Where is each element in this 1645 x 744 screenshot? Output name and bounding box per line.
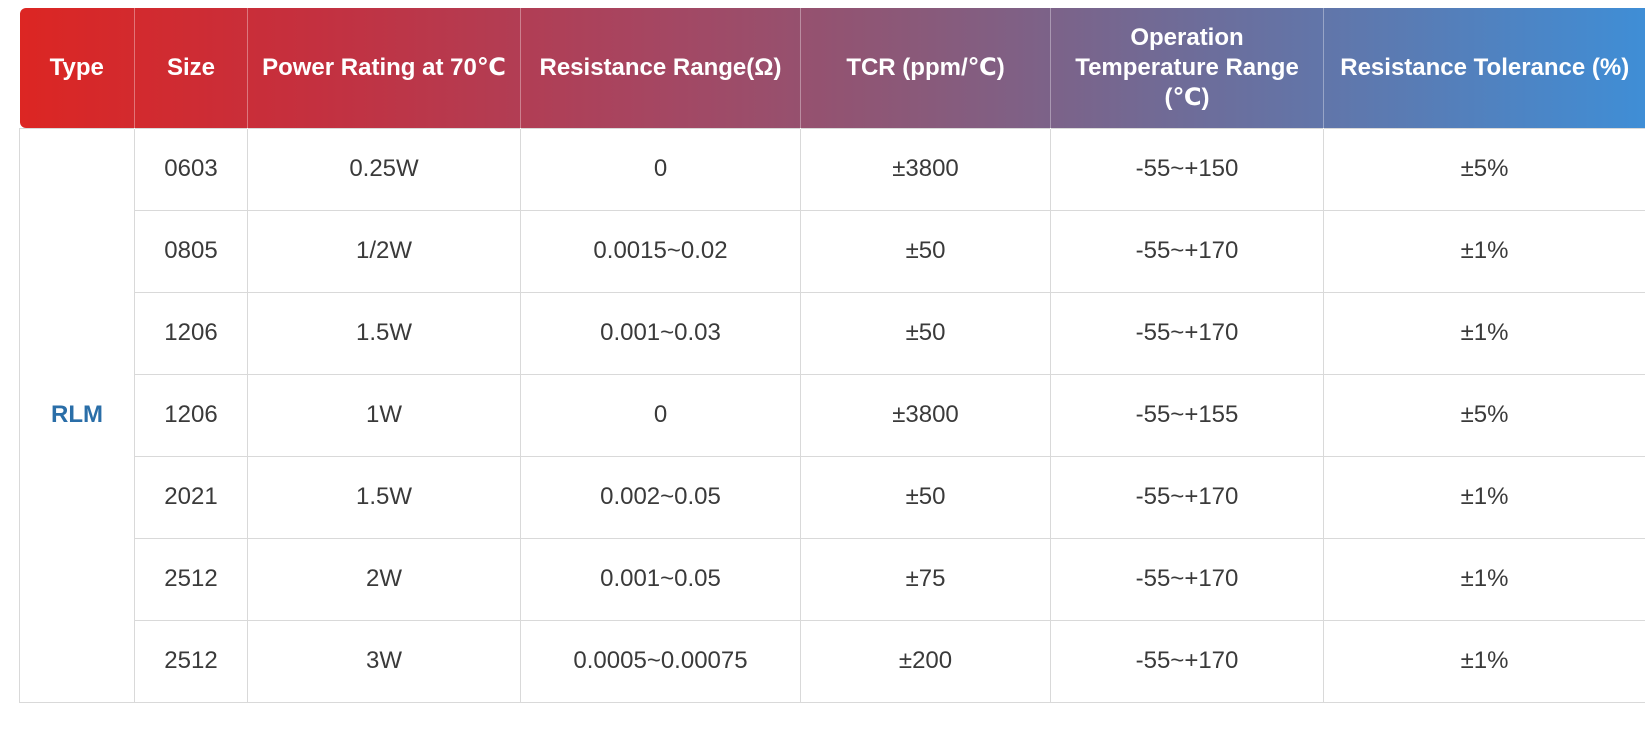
range-cell: 0.0005~0.00075	[520, 619, 801, 703]
header-power-rating: Power Rating at 70℃	[247, 8, 521, 128]
power-cell: 1.5W	[247, 455, 521, 539]
table-row: 1206 1W 0 ±3800 -55~+155 ±5%	[20, 373, 1645, 457]
header-operation-temperature: Operation Temperature Range (℃)	[1050, 8, 1324, 128]
tolerance-cell: ±5%	[1323, 127, 1645, 211]
table-row: 0805 1/2W 0.0015~0.02 ±50 -55~+170 ±1%	[20, 209, 1645, 293]
temp-cell: -55~+155	[1050, 373, 1324, 457]
tcr-cell: ±50	[800, 455, 1051, 539]
temp-cell: -55~+170	[1050, 619, 1324, 703]
header-resistance-tolerance: Resistance Tolerance (%)	[1340, 53, 1630, 81]
tcr-cell: ±50	[800, 291, 1051, 375]
size-cell: 0805	[134, 209, 248, 293]
power-cell: 1W	[247, 373, 521, 457]
size-cell: 0603	[134, 127, 248, 211]
type-cell: RLM	[19, 127, 135, 703]
tcr-cell: ±3800	[800, 373, 1051, 457]
temp-cell: -55~+170	[1050, 455, 1324, 539]
header-resistance-range: Resistance Range(Ω)	[520, 8, 801, 128]
table-row: 2512 3W 0.0005~0.00075 ±200 -55~+170 ±1%	[20, 619, 1645, 703]
size-cell: 2021	[134, 455, 248, 539]
tolerance-cell: ±1%	[1323, 455, 1645, 539]
header-type: Type	[19, 8, 135, 128]
temp-cell: -55~+150	[1050, 127, 1324, 211]
table-row: 1206 1.5W 0.001~0.03 ±50 -55~+170 ±1%	[20, 291, 1645, 375]
tcr-cell: ±3800	[800, 127, 1051, 211]
range-cell: 0.001~0.05	[520, 537, 801, 621]
range-cell: 0.001~0.03	[520, 291, 801, 375]
power-cell: 0.25W	[247, 127, 521, 211]
range-cell: 0	[520, 373, 801, 457]
tcr-cell: ±75	[800, 537, 1051, 621]
table-row: RLM 0603 0.25W 0 ±3800 -55~+150 ±5%	[19, 127, 1645, 703]
tolerance-cell: ±1%	[1323, 291, 1645, 375]
tolerance-cell: ±1%	[1323, 619, 1645, 703]
temp-cell: -55~+170	[1050, 291, 1324, 375]
header-size: Size	[134, 8, 248, 128]
power-cell: 2W	[247, 537, 521, 621]
tolerance-cell: ±5%	[1323, 373, 1645, 457]
power-cell: 3W	[247, 619, 521, 703]
size-cell: 2512	[134, 537, 248, 621]
tcr-cell: ±200	[800, 619, 1051, 703]
range-cell: 0	[520, 127, 801, 211]
range-cell: 0.002~0.05	[520, 455, 801, 539]
range-cell: 0.0015~0.02	[520, 209, 801, 293]
tolerance-cell: ±1%	[1323, 537, 1645, 621]
power-cell: 1.5W	[247, 291, 521, 375]
tolerance-cell: ±1%	[1323, 209, 1645, 293]
spec-table-container: Type Size Power Rating at 70℃ Resistance…	[19, 8, 1645, 703]
temp-cell: -55~+170	[1050, 209, 1324, 293]
table-row: 2512 2W 0.001~0.05 ±75 -55~+170 ±1%	[20, 537, 1645, 621]
tcr-cell: ±50	[800, 209, 1051, 293]
resistor-spec-table: Type Size Power Rating at 70℃ Resistance…	[19, 8, 1645, 703]
size-cell: 1206	[134, 373, 248, 457]
size-cell: 2512	[134, 619, 248, 703]
size-cell: 1206	[134, 291, 248, 375]
table-header-row: Type Size Power Rating at 70℃ Resistance…	[19, 8, 1645, 128]
temp-cell: -55~+170	[1050, 537, 1324, 621]
power-cell: 1/2W	[247, 209, 521, 293]
table-row: 2021 1.5W 0.002~0.05 ±50 -55~+170 ±1%	[20, 455, 1645, 539]
header-tcr: TCR (ppm/℃)	[800, 8, 1051, 128]
